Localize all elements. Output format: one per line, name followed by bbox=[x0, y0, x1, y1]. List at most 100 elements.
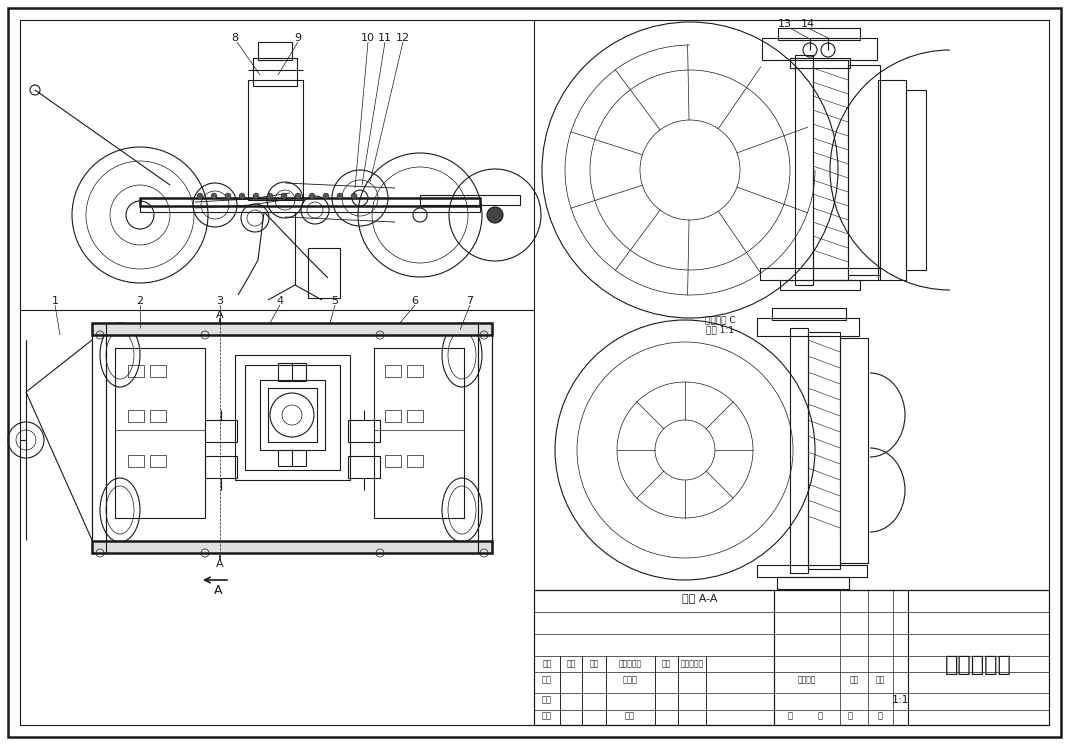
Text: 标准化: 标准化 bbox=[622, 676, 637, 685]
Bar bbox=[757, 565, 867, 577]
Text: 8: 8 bbox=[231, 33, 238, 43]
Circle shape bbox=[295, 193, 301, 199]
Bar bbox=[150, 410, 166, 422]
Bar bbox=[757, 318, 859, 336]
Text: 5: 5 bbox=[331, 296, 339, 306]
Bar bbox=[795, 55, 814, 285]
Text: 第: 第 bbox=[848, 711, 852, 720]
Text: 分区: 分区 bbox=[589, 659, 599, 668]
Bar bbox=[106, 335, 478, 541]
Bar bbox=[772, 308, 846, 320]
Text: 张: 张 bbox=[818, 711, 822, 720]
Bar bbox=[407, 365, 423, 377]
Bar bbox=[878, 80, 907, 280]
Text: 6: 6 bbox=[412, 296, 418, 306]
Bar bbox=[128, 410, 144, 422]
Circle shape bbox=[487, 207, 503, 223]
Bar bbox=[790, 58, 850, 68]
Bar bbox=[260, 380, 325, 450]
Bar bbox=[778, 28, 859, 40]
Text: 标记: 标记 bbox=[542, 659, 552, 668]
Bar bbox=[253, 58, 297, 86]
Circle shape bbox=[253, 193, 259, 199]
Text: 7: 7 bbox=[466, 296, 474, 306]
Text: 剖面 A-A: 剖面 A-A bbox=[682, 593, 717, 603]
Text: 签名: 签名 bbox=[662, 659, 670, 668]
Bar bbox=[92, 323, 492, 553]
Bar bbox=[907, 90, 926, 270]
Bar bbox=[150, 455, 166, 467]
Circle shape bbox=[323, 193, 329, 199]
Bar bbox=[534, 590, 1049, 725]
Bar bbox=[128, 365, 144, 377]
Text: 比例 1:1: 比例 1:1 bbox=[706, 326, 734, 335]
Bar bbox=[420, 195, 520, 205]
Text: 批准: 批准 bbox=[625, 711, 635, 720]
Bar bbox=[848, 65, 880, 275]
Bar bbox=[348, 456, 379, 478]
Text: 比例: 比例 bbox=[876, 676, 885, 685]
Bar bbox=[205, 420, 237, 442]
Text: 14: 14 bbox=[801, 19, 815, 29]
Circle shape bbox=[281, 193, 286, 199]
Bar bbox=[258, 42, 292, 60]
Bar bbox=[840, 338, 868, 563]
Text: 工作原理图: 工作原理图 bbox=[945, 655, 1011, 675]
Bar bbox=[140, 198, 480, 206]
Text: 12: 12 bbox=[396, 33, 410, 43]
Bar bbox=[140, 198, 480, 212]
Text: 13: 13 bbox=[778, 19, 792, 29]
Bar bbox=[407, 410, 423, 422]
Bar bbox=[92, 323, 106, 553]
Bar bbox=[374, 348, 464, 518]
Circle shape bbox=[197, 193, 203, 199]
Bar bbox=[128, 455, 144, 467]
Bar bbox=[235, 355, 350, 480]
Text: 11: 11 bbox=[378, 33, 392, 43]
Text: 阶段标记: 阶段标记 bbox=[797, 676, 817, 685]
Bar bbox=[278, 363, 306, 381]
Bar bbox=[268, 388, 317, 442]
Text: 工艺: 工艺 bbox=[542, 711, 552, 720]
Bar bbox=[245, 365, 340, 470]
Text: 处数: 处数 bbox=[567, 659, 575, 668]
Bar bbox=[92, 541, 492, 553]
Bar bbox=[348, 420, 379, 442]
Circle shape bbox=[224, 193, 231, 199]
Circle shape bbox=[239, 193, 245, 199]
Bar bbox=[814, 60, 848, 280]
Text: 更改文件号: 更改文件号 bbox=[619, 659, 641, 668]
Text: A: A bbox=[216, 310, 223, 320]
Bar bbox=[407, 455, 423, 467]
Circle shape bbox=[351, 193, 357, 199]
Bar bbox=[205, 456, 237, 478]
Text: A: A bbox=[214, 583, 222, 597]
Bar bbox=[115, 348, 205, 518]
Text: 2: 2 bbox=[137, 296, 143, 306]
Text: 设计: 设计 bbox=[542, 676, 552, 685]
Text: 张: 张 bbox=[878, 711, 883, 720]
Bar bbox=[478, 323, 492, 553]
Text: 审核: 审核 bbox=[542, 696, 552, 705]
Bar bbox=[278, 450, 306, 466]
Bar bbox=[385, 365, 401, 377]
Circle shape bbox=[309, 193, 315, 199]
Bar bbox=[385, 410, 401, 422]
Circle shape bbox=[337, 193, 343, 199]
Bar bbox=[92, 323, 492, 335]
Bar bbox=[385, 455, 401, 467]
Text: 年、月、日: 年、月、日 bbox=[681, 659, 703, 668]
Bar bbox=[248, 80, 303, 200]
Text: 1: 1 bbox=[51, 296, 59, 306]
Text: 4: 4 bbox=[277, 296, 283, 306]
Bar bbox=[308, 248, 340, 298]
Bar bbox=[808, 332, 840, 569]
Bar bbox=[762, 38, 877, 60]
Bar bbox=[790, 328, 808, 573]
Text: 局部视图 C: 局部视图 C bbox=[704, 315, 735, 325]
Circle shape bbox=[211, 193, 217, 199]
Bar bbox=[780, 280, 859, 290]
Text: 10: 10 bbox=[361, 33, 375, 43]
Circle shape bbox=[267, 193, 273, 199]
Bar bbox=[777, 577, 849, 589]
